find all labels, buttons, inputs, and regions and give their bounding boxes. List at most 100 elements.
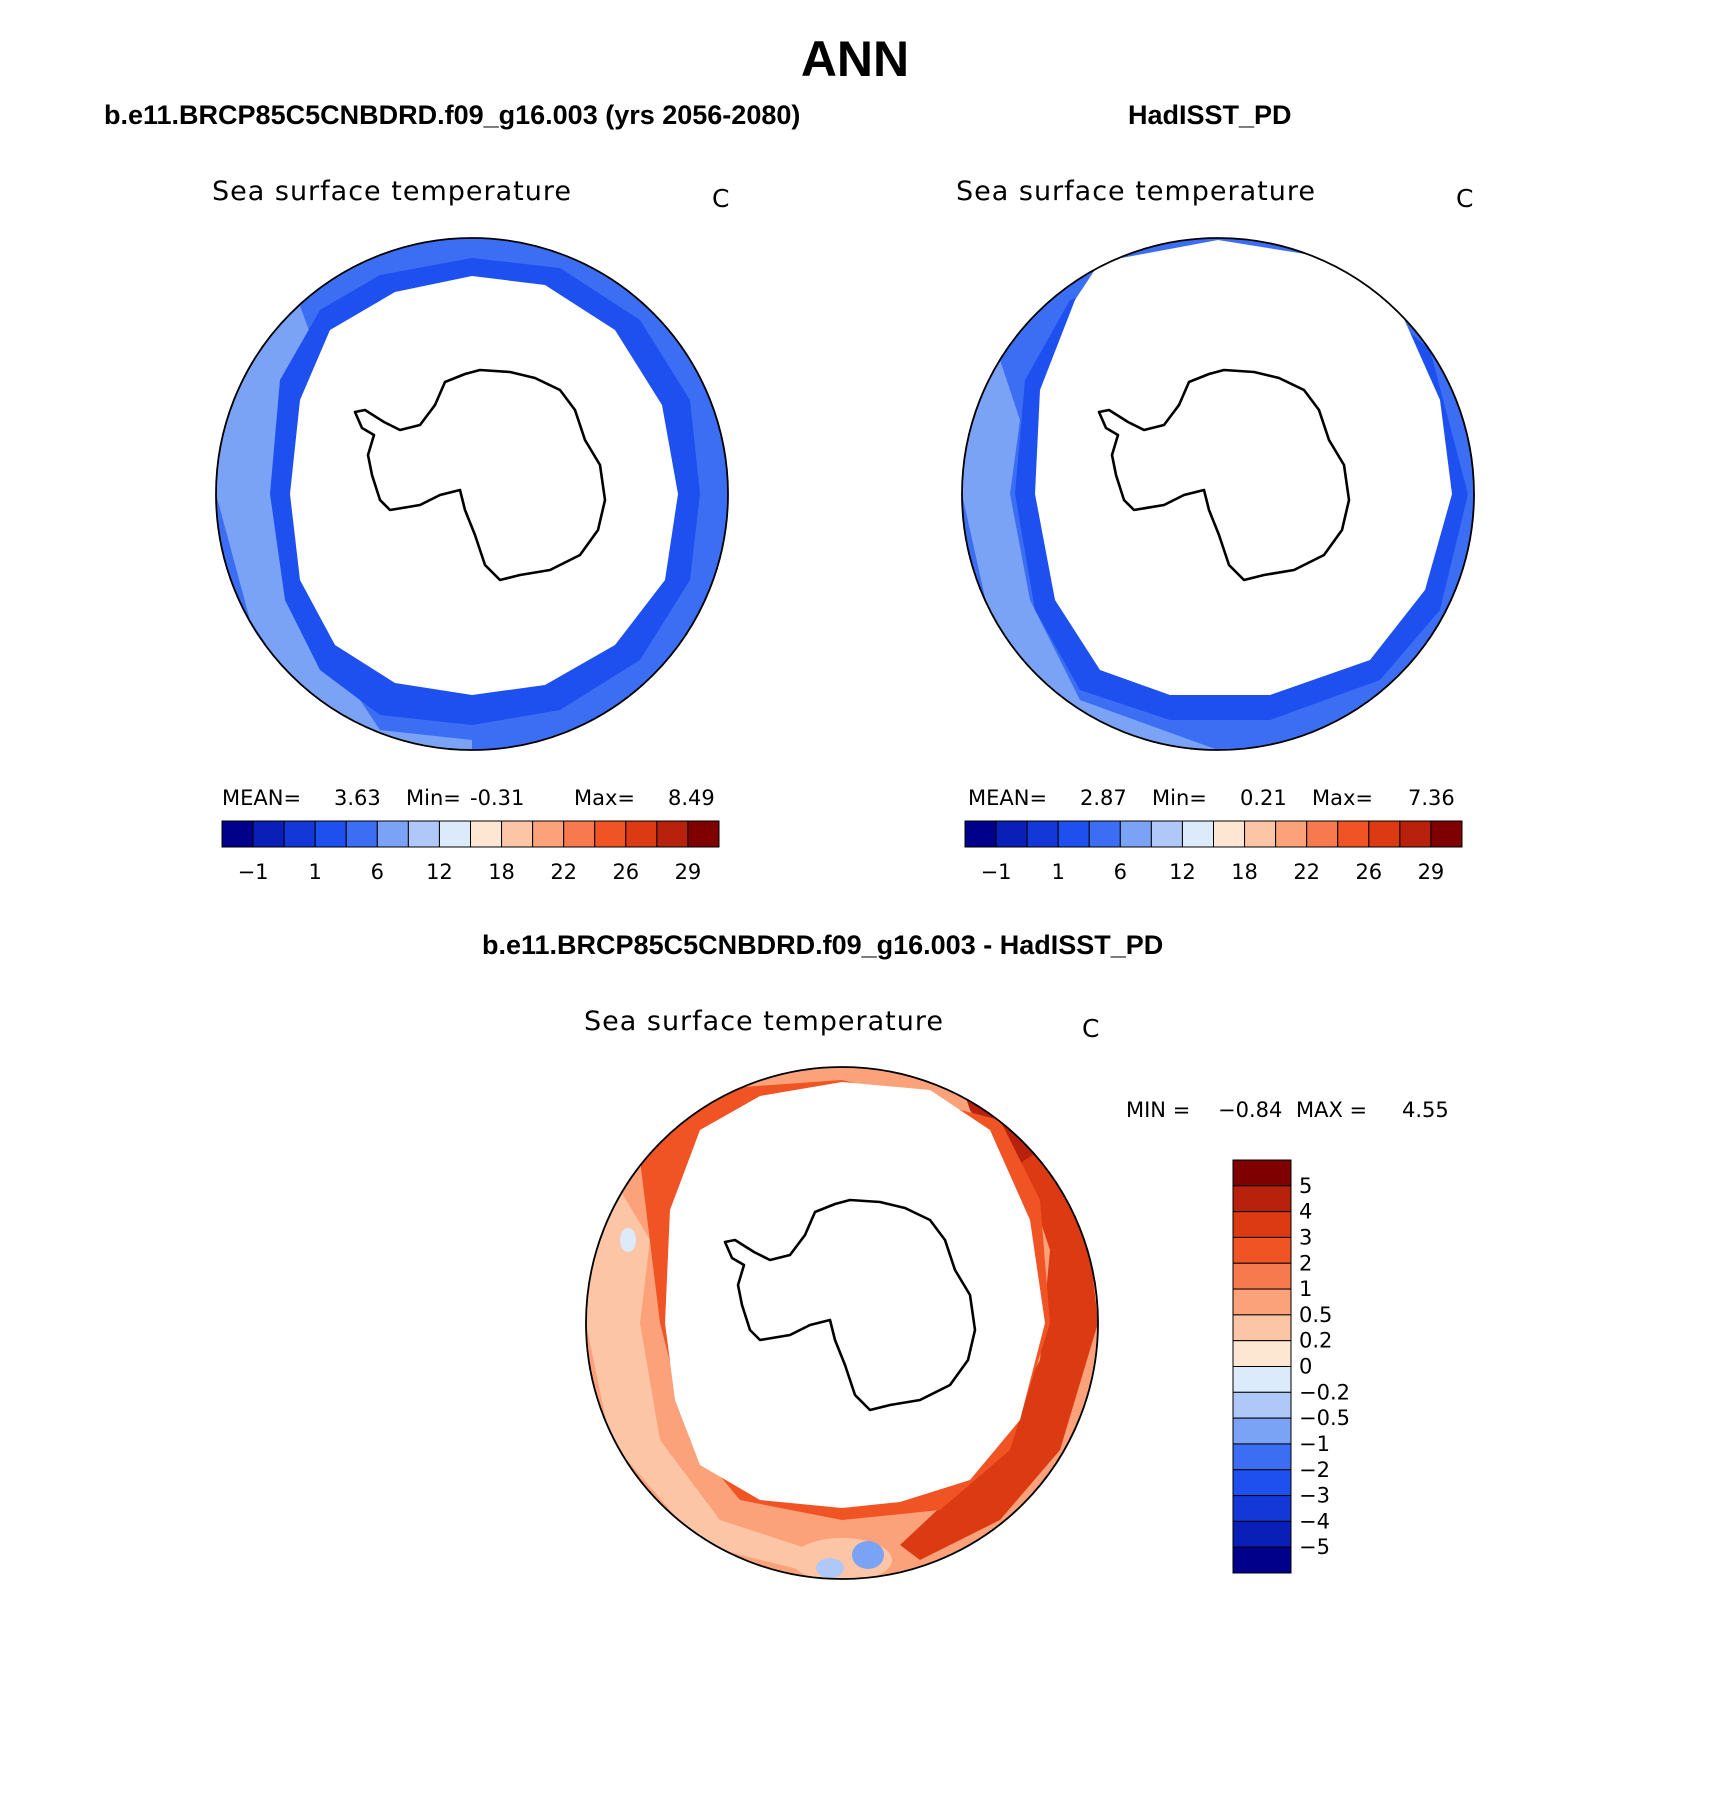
panel2-colorbar-swatch — [1275, 820, 1308, 848]
diff-colorbar-swatch — [1232, 1495, 1292, 1522]
diff-colorbar-swatch — [1232, 1159, 1292, 1187]
diff-colorbar-tick-label: 0.2 — [1299, 1329, 1332, 1353]
panel2-colorbar-swatch — [1368, 820, 1401, 848]
panel1-max-label: Max= — [574, 786, 636, 810]
diff-colorbar-swatch — [1232, 1340, 1292, 1367]
panel1-colorbar-tick-label: 29 — [675, 860, 702, 884]
diff-colorbar-swatch — [1232, 1417, 1292, 1445]
panel1-max-value: 8.49 — [668, 786, 715, 810]
diff-colorbar-swatch — [1232, 1520, 1292, 1548]
panel1-colorbar-swatch — [656, 820, 689, 848]
diff-colorbar-swatch — [1232, 1314, 1292, 1342]
panel1-colorbar-swatch — [687, 820, 720, 848]
panel2-colorbar-swatch — [1213, 820, 1246, 848]
figure-title: ANN — [800, 31, 910, 87]
diff-colorbar-swatch — [1232, 1366, 1292, 1393]
diff-colorbar-tick-label: −0.2 — [1299, 1380, 1350, 1404]
panel1-units: C — [712, 184, 730, 213]
panel1-colorbar-swatch — [501, 820, 534, 848]
panel1-min-label: Min= — [406, 786, 461, 810]
panel2-colorbar-swatch — [1057, 820, 1090, 848]
panel2-plot-title: Sea surface temperature — [956, 176, 1316, 207]
diff-colorbar-swatch — [1232, 1185, 1292, 1213]
panel1-colorbar-swatch — [625, 820, 658, 848]
diff-units: C — [1082, 1014, 1100, 1043]
diff-colorbar-swatch — [1232, 1443, 1292, 1471]
panel2-colorbar-swatch — [964, 820, 997, 848]
diff-plot-title: Sea surface temperature — [584, 1006, 944, 1037]
panel1-colorbar-swatch — [438, 820, 471, 848]
panel1-colorbar-swatch — [221, 820, 254, 848]
panel2-colorbar-tick-label: 18 — [1231, 860, 1258, 884]
panel2-colorbar-tick-label: 12 — [1169, 860, 1196, 884]
panel2-colorbar: −1 1 6 12 18 22 26 29 — [964, 820, 1463, 884]
panel1-colorbar-tick-label: 18 — [488, 860, 515, 884]
diff-heading: b.e11.BRCP85C5CNBDRD.f09_g16.003 - HadIS… — [482, 930, 1164, 960]
panel1-map — [215, 237, 729, 751]
diff-colorbar-swatch — [1232, 1211, 1292, 1238]
diff-colorbar-tick-label: −4 — [1299, 1509, 1330, 1533]
panel1-colorbar-swatch — [314, 820, 347, 848]
diff-colorbar-tick-label: 2 — [1299, 1251, 1312, 1275]
panel1-min-value: -0.31 — [470, 786, 525, 810]
panel1-colorbar-tick-label: 26 — [612, 860, 639, 884]
panel2-colorbar-swatch — [1181, 820, 1214, 848]
panel2-colorbar-tick-label: 6 — [1114, 860, 1127, 884]
panel2-colorbar-swatch — [1026, 820, 1059, 848]
panel1-colorbar-tick-label: 22 — [550, 860, 577, 884]
panel2-min-label: Min= — [1152, 786, 1207, 810]
panel1-colorbar-tick-label: 6 — [371, 860, 384, 884]
diff-min-label: MIN = — [1126, 1098, 1191, 1122]
panel2-min-value: 0.21 — [1240, 786, 1287, 810]
panel1-colorbar-swatch — [407, 820, 440, 848]
panel1-colorbar-tick-label: −1 — [238, 860, 269, 884]
diff-colorbar-tick-label: −2 — [1299, 1458, 1330, 1482]
panel2-heading: HadISST_PD — [1128, 100, 1292, 130]
panel2-map — [961, 237, 1475, 751]
diff-max-label: MAX = — [1296, 1098, 1368, 1122]
panel1-colorbar: −1 1 6 12 18 22 26 29 — [221, 820, 720, 884]
panel2-colorbar-swatch — [1088, 820, 1121, 848]
panel2-colorbar-tick-label: 22 — [1293, 860, 1320, 884]
diff-colorbar-tick-label: 0 — [1299, 1355, 1312, 1379]
diff-colorbar-tick-label: 4 — [1299, 1200, 1312, 1224]
panel2-max-value: 7.36 — [1408, 786, 1455, 810]
panel2-colorbar-swatch — [1430, 820, 1463, 848]
panel1-colorbar-tick-label: 1 — [309, 860, 322, 884]
panel2-colorbar-swatch — [1150, 820, 1183, 848]
panel2-colorbar-swatch — [1244, 820, 1277, 848]
diff-min-value: −0.84 — [1218, 1098, 1283, 1122]
diff-colorbar-tick-label: −1 — [1299, 1432, 1330, 1456]
panel2-colorbar-tick-label: 26 — [1355, 860, 1382, 884]
diff-colorbar-swatch — [1232, 1391, 1292, 1419]
panel1-colorbar-swatch — [376, 820, 409, 848]
panel1-colorbar-tick-label: 12 — [426, 860, 453, 884]
diff-colorbar-tick-label: 3 — [1299, 1225, 1312, 1249]
panel1-colorbar-swatch — [563, 820, 596, 848]
panel1-colorbar-swatch — [283, 820, 316, 848]
panel2-mean-value: 2.87 — [1080, 786, 1127, 810]
panel2-colorbar-tick-label: −1 — [981, 860, 1012, 884]
diff-max-value: 4.55 — [1402, 1098, 1449, 1122]
diff-colorbar-swatch — [1232, 1288, 1292, 1316]
panel1-colorbar-swatch — [532, 820, 565, 848]
diff-colorbar-tick-label: 5 — [1299, 1174, 1312, 1198]
panel2-colorbar-tick-label: 1 — [1052, 860, 1065, 884]
panel1-colorbar-swatch — [252, 820, 285, 848]
panel1-colorbar-swatch — [470, 820, 503, 848]
panel2-colorbar-swatch — [1306, 820, 1339, 848]
panel1-mean-label: MEAN= — [222, 786, 302, 810]
panel2-mean-label: MEAN= — [968, 786, 1048, 810]
panel1-heading: b.e11.BRCP85C5CNBDRD.f09_g16.003 (yrs 20… — [104, 100, 801, 130]
diff-colorbar-swatch — [1232, 1236, 1292, 1264]
diff-colorbar-tick-label: −3 — [1299, 1484, 1330, 1508]
panel2-colorbar-swatch — [1119, 820, 1152, 848]
diff-colorbar-swatch — [1232, 1469, 1292, 1497]
panel2-colorbar-swatch — [995, 820, 1028, 848]
diff-colorbar-tick-label: −0.5 — [1299, 1406, 1350, 1430]
panel2-colorbar-swatch — [1337, 820, 1370, 848]
diff-colorbar-tick-label: −5 — [1299, 1535, 1330, 1559]
panel1-mean-value: 3.63 — [334, 786, 381, 810]
